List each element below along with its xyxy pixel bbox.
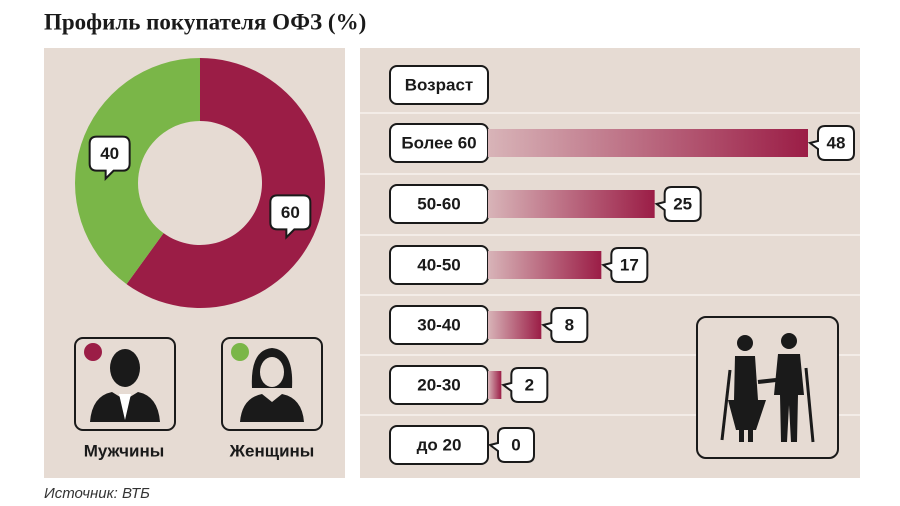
callout (807, 125, 855, 161)
category-label: 20-30 (417, 375, 460, 394)
men-icon (74, 337, 176, 431)
value-label: 48 (827, 133, 846, 152)
callout (269, 194, 312, 240)
category-label: 40-50 (417, 255, 460, 274)
category-label: до 20 (417, 435, 462, 454)
bar (488, 371, 502, 399)
category-label: Более 60 (401, 133, 476, 152)
category-label: 30-40 (417, 315, 460, 334)
value-label: 2 (525, 375, 534, 394)
value-label: 8 (565, 315, 574, 334)
legend-dot (84, 343, 102, 361)
bar-header: Возраст (405, 75, 474, 94)
donut-segment (74, 58, 200, 285)
source: Источник: ВТБ (44, 485, 150, 502)
legend-label: Мужчины (84, 441, 165, 460)
legend-label: Женщины (229, 441, 315, 460)
value-label: 25 (673, 194, 692, 213)
header-box (389, 65, 489, 105)
callout (541, 307, 589, 343)
bar (488, 311, 542, 339)
category-label: 50-60 (417, 194, 460, 213)
category-box (389, 425, 489, 465)
callout (601, 247, 649, 283)
legend-dot (231, 343, 249, 361)
bar (488, 190, 655, 218)
donut-segment (126, 58, 325, 308)
elderly-icon (696, 316, 839, 459)
value-label: 60 (281, 203, 300, 222)
callout (654, 186, 702, 222)
value-label: 0 (511, 435, 520, 454)
women-icon (221, 337, 323, 431)
bar (488, 129, 808, 157)
value-label: 17 (620, 255, 639, 274)
callout (487, 427, 535, 463)
bar (488, 251, 602, 279)
callout (88, 135, 131, 182)
title: Профиль покупателя ОФЗ (%) (44, 9, 366, 34)
callout (501, 367, 549, 403)
value-label: 40 (100, 144, 119, 163)
